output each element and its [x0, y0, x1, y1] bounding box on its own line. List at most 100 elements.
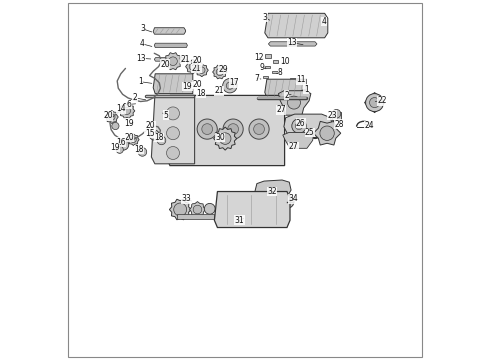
Text: 21: 21 — [192, 64, 201, 73]
Circle shape — [226, 82, 233, 89]
Text: 30: 30 — [215, 133, 225, 142]
Circle shape — [189, 63, 196, 70]
Polygon shape — [255, 180, 291, 201]
Bar — [265, 66, 270, 68]
Polygon shape — [164, 53, 182, 70]
Text: 27: 27 — [289, 143, 298, 152]
Text: 7: 7 — [254, 74, 259, 83]
Polygon shape — [265, 13, 328, 38]
Text: 23: 23 — [327, 111, 337, 120]
Text: 10: 10 — [280, 57, 290, 66]
Text: 4: 4 — [140, 40, 145, 49]
Bar — [332, 112, 341, 120]
Text: 13: 13 — [136, 54, 146, 63]
Bar — [272, 71, 278, 73]
Polygon shape — [127, 134, 139, 145]
Circle shape — [109, 114, 115, 120]
Text: 31: 31 — [235, 216, 245, 225]
Polygon shape — [269, 42, 317, 46]
Polygon shape — [168, 95, 285, 166]
Circle shape — [216, 68, 223, 76]
Circle shape — [157, 136, 166, 145]
Circle shape — [169, 57, 177, 66]
Text: 13: 13 — [287, 38, 296, 47]
Circle shape — [332, 109, 341, 118]
Polygon shape — [213, 65, 227, 79]
Circle shape — [116, 146, 123, 153]
Circle shape — [198, 67, 205, 73]
Text: 4: 4 — [322, 17, 327, 26]
Polygon shape — [105, 111, 118, 123]
Text: 18: 18 — [154, 133, 164, 142]
Circle shape — [223, 119, 243, 139]
Text: 28: 28 — [335, 120, 344, 129]
Text: 20: 20 — [160, 60, 170, 69]
Polygon shape — [314, 121, 341, 145]
Polygon shape — [153, 74, 193, 94]
Circle shape — [167, 147, 179, 159]
Text: 14: 14 — [116, 104, 125, 113]
Text: 29: 29 — [219, 65, 228, 74]
Bar — [290, 78, 299, 81]
Text: 2: 2 — [133, 94, 138, 102]
Text: 8: 8 — [278, 68, 283, 77]
Circle shape — [228, 124, 239, 135]
Text: 20: 20 — [146, 122, 155, 130]
Polygon shape — [215, 192, 290, 228]
Polygon shape — [154, 43, 187, 48]
Text: 26: 26 — [296, 118, 306, 127]
Polygon shape — [283, 132, 314, 148]
Circle shape — [197, 119, 217, 139]
Text: 16: 16 — [116, 138, 125, 147]
Text: 20: 20 — [103, 111, 113, 120]
Circle shape — [138, 148, 147, 156]
Circle shape — [193, 205, 202, 214]
Text: 33: 33 — [182, 194, 192, 203]
Circle shape — [284, 198, 291, 205]
Polygon shape — [119, 103, 135, 118]
Polygon shape — [151, 95, 195, 164]
Text: 22: 22 — [377, 96, 387, 105]
Text: 11: 11 — [296, 76, 306, 85]
Circle shape — [176, 124, 187, 135]
Circle shape — [174, 203, 187, 216]
Text: 27: 27 — [276, 105, 286, 114]
Polygon shape — [153, 28, 186, 34]
Text: 34: 34 — [289, 194, 298, 203]
Polygon shape — [154, 58, 185, 61]
Text: 25: 25 — [305, 128, 315, 137]
Polygon shape — [365, 93, 385, 113]
Text: 17: 17 — [229, 78, 239, 87]
Circle shape — [167, 107, 179, 120]
Circle shape — [254, 124, 265, 135]
Circle shape — [204, 203, 215, 214]
Polygon shape — [177, 214, 215, 219]
Circle shape — [171, 119, 192, 139]
Text: 3: 3 — [140, 24, 145, 33]
Bar — [263, 76, 268, 78]
Circle shape — [112, 122, 119, 130]
Text: 5: 5 — [163, 111, 168, 120]
Text: 6: 6 — [126, 100, 131, 109]
Circle shape — [369, 98, 380, 108]
Circle shape — [149, 130, 159, 140]
Text: 19: 19 — [124, 118, 134, 127]
Text: 1: 1 — [138, 77, 143, 86]
Circle shape — [202, 124, 213, 135]
Polygon shape — [186, 59, 200, 74]
Text: 9: 9 — [259, 63, 264, 72]
Circle shape — [167, 127, 179, 140]
Text: 3: 3 — [262, 13, 267, 22]
Circle shape — [130, 137, 136, 143]
Text: 18: 18 — [196, 89, 206, 98]
Text: 15: 15 — [145, 129, 154, 138]
Text: 19: 19 — [183, 82, 192, 91]
Circle shape — [320, 126, 334, 140]
Text: 24: 24 — [365, 122, 374, 130]
Text: 12: 12 — [254, 53, 264, 62]
Text: 21: 21 — [214, 86, 224, 95]
Circle shape — [288, 96, 300, 109]
Circle shape — [220, 133, 231, 144]
Text: 20: 20 — [124, 133, 134, 142]
Text: 21: 21 — [181, 55, 190, 64]
